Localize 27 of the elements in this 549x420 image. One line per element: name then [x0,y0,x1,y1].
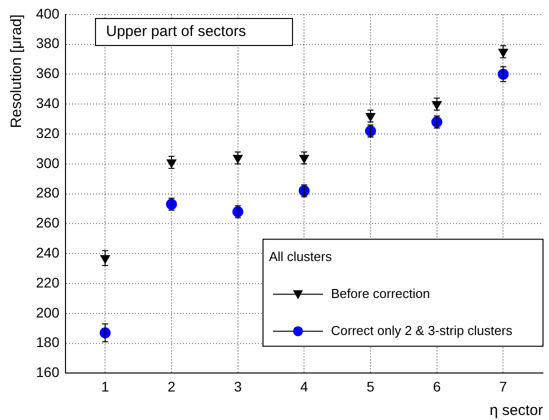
x-tick-label: 1 [101,378,110,394]
y-tick-label: 320 [36,124,60,141]
y-tick-label: 160 [36,364,60,380]
x-tick-label: 2 [168,378,176,394]
x-tick-label: 3 [234,378,242,394]
y-tick-label: 280 [36,184,60,201]
annotation: Upper part of sectors [106,22,246,42]
y-tick-label: 240 [36,244,60,260]
y-tick-label: 200 [36,304,60,320]
y-tick-label: 340 [36,94,60,111]
y-tick-label: 260 [36,214,60,231]
y-tick-label: 300 [36,154,60,171]
legend-title: All clusters [269,248,332,264]
y-tick-label: 400 [36,5,60,22]
x-tick-label: 4 [300,378,308,394]
y-tick-label: 380 [36,35,60,52]
x-tick-label: 7 [499,378,508,394]
x-tick-label: 6 [432,378,441,394]
legend-label: Correct only 2 & 3-strip clusters [331,322,513,338]
y-tick-label: 360 [36,65,60,82]
y-tick-label: 180 [36,334,60,350]
x-tick-label: 5 [366,378,375,394]
y-tick-label: 220 [36,274,60,290]
y-axis-title: Resolution [μrad] [8,14,26,128]
x-axis-title: η sector [490,402,543,420]
label-frame: Upper part of sectors [95,18,293,46]
legend-label: Before correction [331,286,430,301]
